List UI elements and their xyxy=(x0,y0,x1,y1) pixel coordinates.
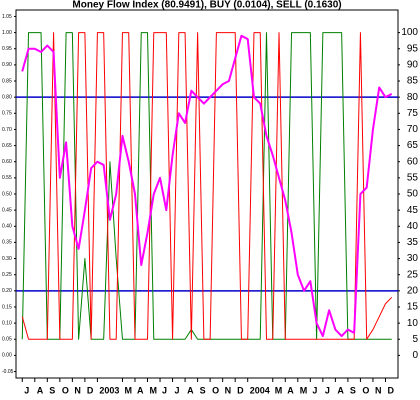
y-tick-label: 0.15 xyxy=(2,304,12,310)
y-tick-label: 0.65 xyxy=(2,143,12,149)
y-tick-label: 0.20 xyxy=(2,288,12,294)
x-tick-label: N xyxy=(225,385,232,395)
x-tick-label: J xyxy=(312,385,317,395)
y-tick-label: 0.85 xyxy=(2,78,12,84)
y-tick-label: 0.75 xyxy=(2,111,12,117)
y2-tick-label: 65 xyxy=(407,140,419,151)
chart-title: Money Flow Index (80.9491), BUY (0.0104)… xyxy=(72,0,341,11)
y-tick-label: 0.55 xyxy=(2,175,12,181)
y2-tick-label: 85 xyxy=(407,76,419,87)
x-tick-label: N xyxy=(74,385,81,395)
y2-tick-label: 25 xyxy=(407,269,419,280)
x-tick-label: J xyxy=(325,385,330,395)
y-tick-label: 0.10 xyxy=(2,320,12,326)
y2-tick-label: 80 xyxy=(407,92,419,103)
x-tick-label: S xyxy=(350,385,356,395)
series-line xyxy=(21,32,393,340)
y-tick-label: 0.00 xyxy=(2,353,12,359)
x-tick-label: M xyxy=(150,385,158,395)
y2-tick-label: 40 xyxy=(407,221,419,232)
y2-tick-label: 75 xyxy=(407,108,419,119)
x-tick-label: A xyxy=(187,385,194,395)
x-tick-label: 2004 xyxy=(250,385,270,395)
y2-tick-label: 35 xyxy=(407,237,419,248)
y-tick-label: 0.45 xyxy=(2,207,12,213)
x-tick-label: J xyxy=(24,385,29,395)
y-tick-label: 0.90 xyxy=(2,62,12,68)
x-tick-label: M xyxy=(124,385,132,395)
y-tick-label: 0.60 xyxy=(2,159,12,165)
x-tick-label: J xyxy=(162,385,167,395)
x-tick-label: M xyxy=(300,385,308,395)
x-tick-label: A xyxy=(337,385,344,395)
y-tick-label: 1.00 xyxy=(2,30,12,36)
x-tick-label: J xyxy=(175,385,180,395)
x-tick-label: D xyxy=(237,385,244,395)
y-tick-label: 0.80 xyxy=(2,94,12,100)
y2-tick-label: 0 xyxy=(412,350,418,361)
y2-tick-label: 90 xyxy=(407,60,419,71)
x-tick-label: A xyxy=(287,385,294,395)
x-tick-label: S xyxy=(49,385,55,395)
x-tick-label: A xyxy=(37,385,44,395)
y2-tick-label: 95 xyxy=(407,43,419,54)
y-tick-label: 0.35 xyxy=(2,240,12,246)
y2-tick-label: 45 xyxy=(407,205,419,216)
y2-tick-label: 55 xyxy=(407,173,419,184)
y2-tick-label: 50 xyxy=(407,189,419,200)
y2-tick-label: 20 xyxy=(407,285,419,296)
x-tick-label: O xyxy=(62,385,69,395)
x-tick-label: 2003 xyxy=(99,385,119,395)
y2-tick-label: 15 xyxy=(407,302,419,313)
y-tick-label: 0.30 xyxy=(2,256,12,262)
x-tick-label: D xyxy=(387,385,394,395)
series-line xyxy=(21,34,393,338)
x-tick-label: D xyxy=(87,385,94,395)
y-tick-label: 0.05 xyxy=(2,337,12,343)
y2-tick-label: 70 xyxy=(407,124,419,135)
x-tick-label: N xyxy=(375,385,382,395)
x-tick-label: M xyxy=(275,385,283,395)
y-tick-label: 1.05 xyxy=(2,14,12,20)
y2-tick-label: 60 xyxy=(407,156,419,167)
y-tick-label: -0.05 xyxy=(2,369,14,375)
x-tick-label: O xyxy=(212,385,219,395)
y2-tick-label: 30 xyxy=(407,253,419,264)
x-tick-label: S xyxy=(200,385,206,395)
y-tick-label: 0.25 xyxy=(2,272,12,278)
y-tick-label: 0.95 xyxy=(2,46,12,52)
y2-tick-label: 5 xyxy=(412,334,418,345)
x-tick-label: O xyxy=(362,385,369,395)
y-tick-label: 0.50 xyxy=(2,191,12,197)
y-tick-label: 0.40 xyxy=(2,224,12,230)
y-tick-label: 0.70 xyxy=(2,127,12,133)
x-tick-label: A xyxy=(137,385,144,395)
y2-tick-label: 100 xyxy=(401,27,418,38)
y2-tick-label: 10 xyxy=(407,318,419,329)
